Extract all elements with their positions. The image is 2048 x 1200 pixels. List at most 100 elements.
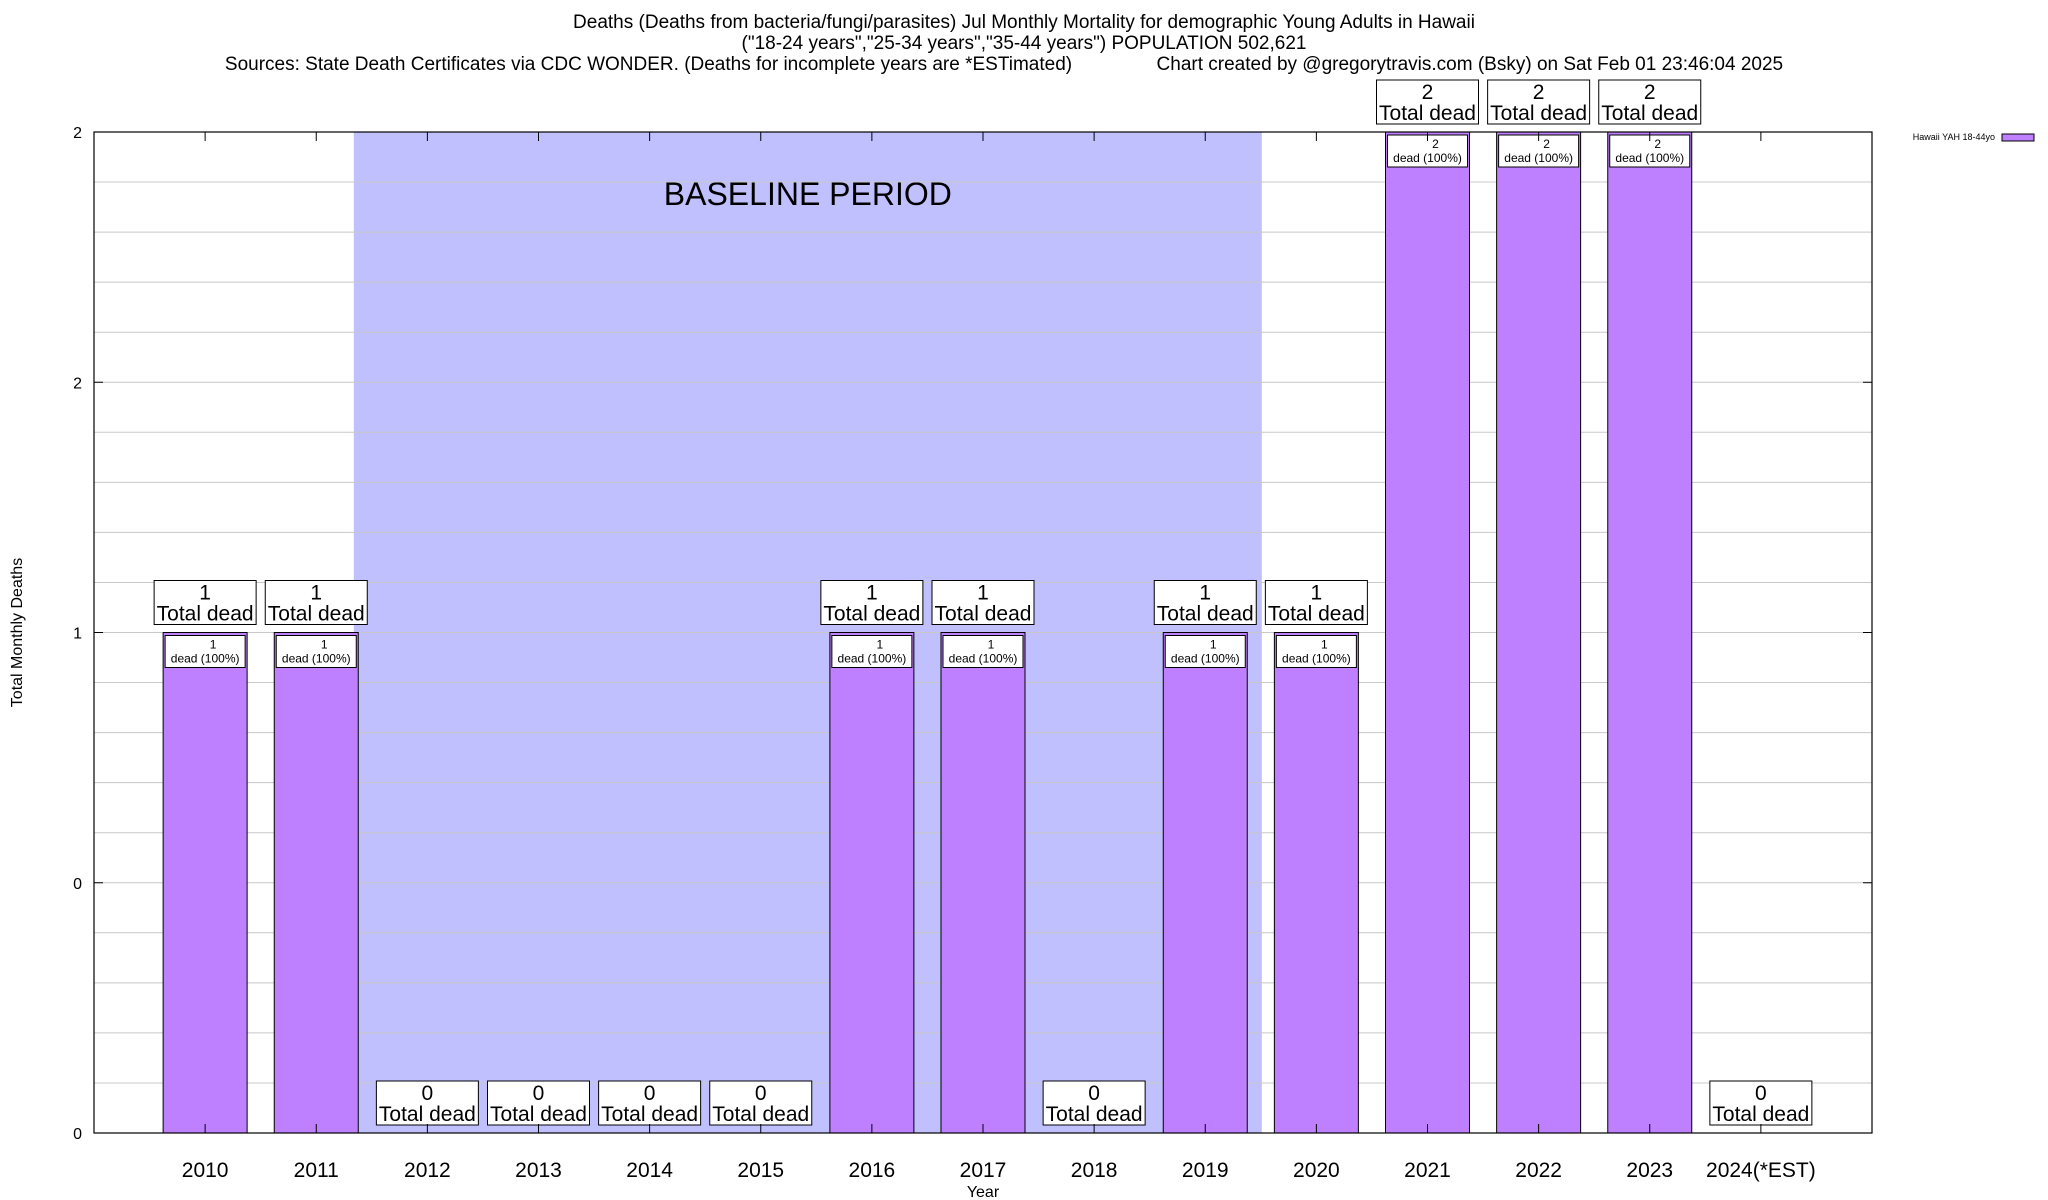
total-label-text: Total dead (1490, 102, 1587, 125)
total-label-value: 0 (1088, 1082, 1100, 1105)
total-label-text: Total dead (490, 1103, 587, 1126)
total-label-text: Total dead (1268, 603, 1365, 626)
bar-2010 (162, 632, 248, 1134)
inner-label-box (1609, 134, 1691, 168)
inner-label-value: 1 (1321, 638, 1328, 652)
total-label-text: Total dead (1046, 1103, 1143, 1126)
total-label-text: Total dead (1712, 1103, 1809, 1126)
inner-label-text: dead (100%) (1171, 652, 1240, 666)
x-tick-label: 2022 (1515, 1159, 1562, 1182)
x-tick-label: 2019 (1182, 1159, 1229, 1182)
legend-swatch (2001, 133, 2035, 142)
total-label-value: 1 (310, 582, 322, 605)
chart-subtitle: ("18-24 years","25-34 years","35-44 year… (741, 33, 1307, 54)
total-label-value: 0 (533, 1082, 545, 1105)
y-tick-label: 2 (73, 125, 82, 142)
total-label-text: Total dead (712, 1103, 809, 1126)
inner-label-box (1164, 635, 1246, 668)
total-label-box (1376, 79, 1479, 125)
total-label-box (264, 580, 368, 625)
total-label-text: Total dead (823, 603, 920, 626)
x-tick-label: 2016 (849, 1159, 896, 1182)
total-label-text: Total dead (1379, 102, 1476, 125)
x-tick-label: 2013 (515, 1159, 562, 1182)
total-label-text: Total dead (935, 603, 1032, 626)
inner-label-text: dead (100%) (171, 652, 240, 666)
x-tick-label: 2024(*EST) (1706, 1159, 1816, 1182)
inner-label-value: 2 (1432, 137, 1439, 151)
bar-2023 (1607, 131, 1693, 1134)
total-label-value: 1 (1311, 582, 1323, 605)
total-label-box (1487, 79, 1591, 125)
total-label-value: 0 (644, 1082, 656, 1105)
total-label-box (1153, 580, 1257, 625)
x-tick-label: 2012 (404, 1159, 451, 1182)
total-label-box (1709, 1080, 1813, 1126)
total-label-value: 1 (1199, 582, 1211, 605)
total-label-box (709, 1080, 813, 1126)
inner-label-box (942, 635, 1024, 668)
total-label-box (153, 580, 257, 625)
bar-2020 (1273, 632, 1359, 1134)
total-label-text: Total dead (379, 1103, 476, 1126)
inner-label-value: 1 (988, 638, 995, 652)
inner-label-box (831, 635, 913, 668)
inner-label-box (1387, 134, 1468, 168)
x-tick-label: 2018 (1071, 1159, 1118, 1182)
total-label-box (487, 1080, 590, 1126)
inner-label-value: 1 (877, 638, 884, 652)
bar-2011 (273, 632, 359, 1134)
bar-2016 (829, 632, 915, 1134)
total-label-value: 0 (755, 1082, 767, 1105)
total-label-value: 0 (1755, 1082, 1767, 1105)
bar-2019 (1162, 632, 1248, 1134)
chart-title: Deaths (Deaths from bacteria/fungi/paras… (573, 12, 1475, 33)
inner-label-text: dead (100%) (1393, 151, 1462, 165)
x-tick-label: 2023 (1626, 1159, 1673, 1182)
x-tick-label: 2017 (960, 1159, 1007, 1182)
total-label-text: Total dead (157, 603, 254, 626)
total-label-box (931, 580, 1035, 625)
y-tick-label: 0 (73, 876, 82, 893)
chart-sources: Sources: State Death Certificates via CD… (224, 54, 1784, 75)
y-tick-label: 2 (73, 375, 82, 392)
inner-label-text: dead (100%) (282, 652, 351, 666)
bar-2022 (1496, 131, 1582, 1134)
y-axis-label: Total Monthly Deaths (9, 558, 26, 707)
total-label-text: Total dead (1157, 603, 1254, 626)
total-label-box (820, 580, 924, 625)
x-tick-label: 2020 (1293, 1159, 1340, 1182)
legend-label: Hawaii YAH 18-44yo (1913, 132, 1995, 142)
baseline-period-label: BASELINE PERIOD (664, 176, 952, 212)
total-label-text: Total dead (601, 1103, 698, 1126)
inner-label-text: dead (100%) (838, 652, 907, 666)
total-label-box (375, 1080, 479, 1126)
total-label-value: 0 (422, 1082, 434, 1105)
x-tick-label: 2014 (626, 1159, 673, 1182)
inner-label-value: 1 (210, 638, 217, 652)
inner-label-text: dead (100%) (1504, 151, 1573, 165)
total-label-value: 2 (1644, 81, 1656, 104)
total-label-value: 1 (977, 582, 989, 605)
total-label-value: 2 (1422, 81, 1434, 104)
inner-label-value: 1 (1210, 638, 1217, 652)
x-tick-label: 2011 (294, 1159, 339, 1182)
total-label-text: Total dead (268, 603, 365, 626)
inner-label-box (164, 635, 246, 668)
x-tick-label: 2010 (182, 1159, 229, 1182)
inner-label-value: 2 (1543, 137, 1550, 151)
inner-label-box (1275, 635, 1357, 668)
total-label-text: Total dead (1601, 102, 1698, 125)
inner-label-value: 2 (1654, 137, 1661, 151)
bar-2017 (940, 632, 1026, 1134)
inner-label-box (275, 635, 357, 668)
x-tick-label: 2021 (1404, 1159, 1451, 1182)
x-axis-label: Year (967, 1184, 1000, 1200)
inner-label-text: dead (100%) (949, 652, 1018, 666)
bar-2021 (1385, 131, 1470, 1134)
total-label-value: 2 (1533, 81, 1545, 104)
inner-label-value: 1 (321, 638, 328, 652)
total-label-box (1264, 580, 1368, 625)
total-label-value: 1 (199, 582, 211, 605)
